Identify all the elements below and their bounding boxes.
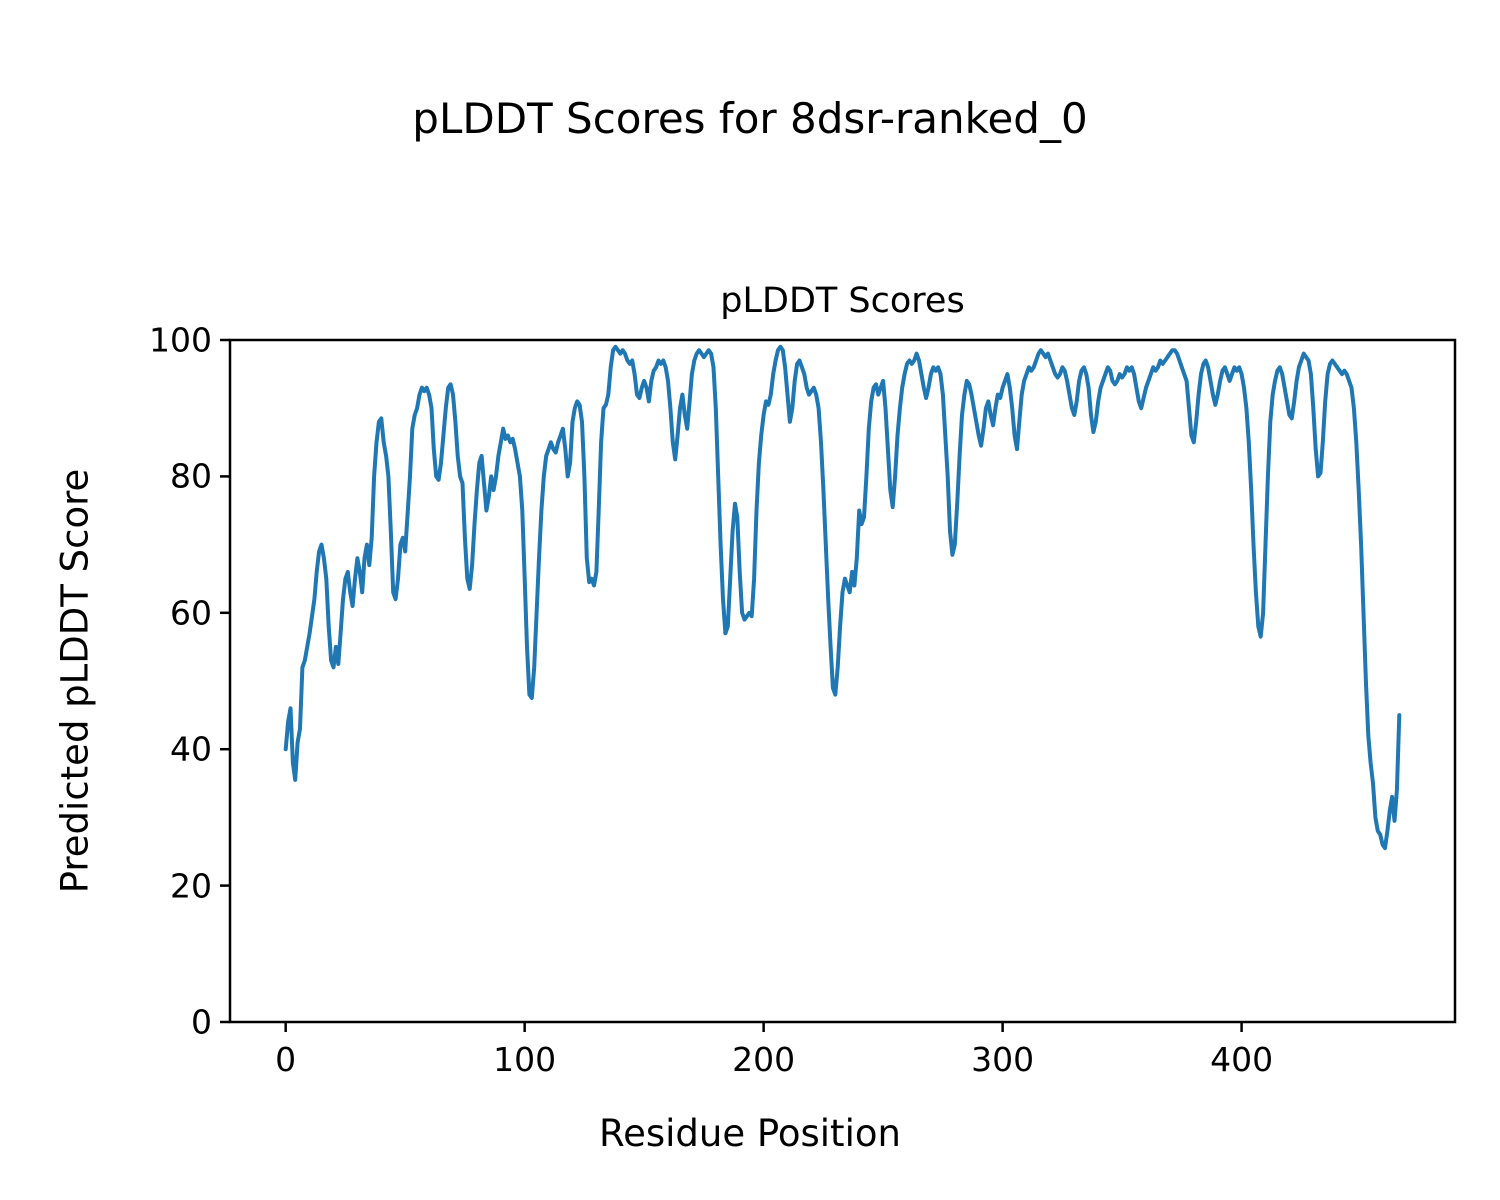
x-tick-label: 0 bbox=[275, 1040, 297, 1079]
axes-title: pLDDT Scores bbox=[720, 281, 965, 321]
figure-title: pLDDT Scores for 8dsr-ranked_0 bbox=[412, 94, 1088, 143]
axes-box bbox=[228, 338, 1457, 1024]
y-tick-label: 100 bbox=[149, 320, 212, 360]
x-axis-label: Residue Position bbox=[599, 1112, 901, 1155]
y-tick-label: 60 bbox=[170, 593, 212, 633]
y-tick-label: 80 bbox=[170, 456, 212, 496]
x-tick-label: 400 bbox=[1210, 1040, 1274, 1079]
y-tick-label: 0 bbox=[191, 1002, 212, 1042]
plddt-line bbox=[283, 344, 1402, 851]
x-tick-label: 300 bbox=[971, 1040, 1035, 1079]
x-tick-label: 100 bbox=[493, 1040, 557, 1079]
y-tick-label: 40 bbox=[170, 729, 212, 769]
axis-ticks bbox=[220, 338, 1243, 1032]
x-tick-label: 200 bbox=[732, 1040, 796, 1079]
y-tick-label: 20 bbox=[170, 866, 212, 906]
